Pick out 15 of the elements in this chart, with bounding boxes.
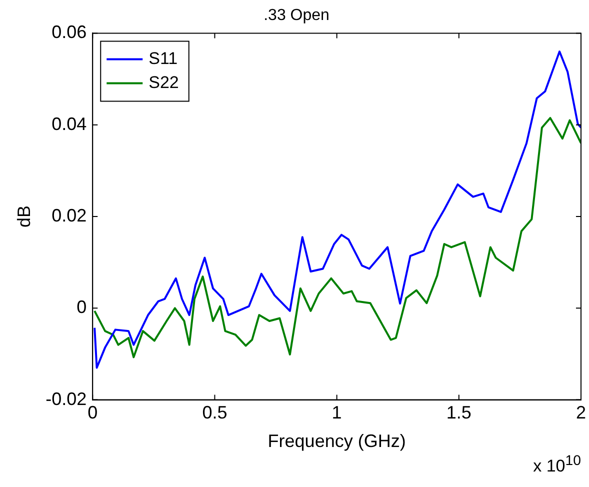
y-tick-label: 0.04 <box>52 114 87 134</box>
chart-title: .33 Open <box>264 7 330 24</box>
x-tick-label: 1.5 <box>446 402 472 423</box>
legend-label: S11 <box>148 48 178 68</box>
y-tick-label: 0.06 <box>52 22 87 42</box>
text: x 10$^{10}$ <box>533 453 581 477</box>
y-tick-label: -0.02 <box>46 388 87 409</box>
x-axis-title: Frequency (GHz) <box>268 431 406 452</box>
x-tick-label: 0.5 <box>202 402 228 423</box>
legend-label: S22 <box>148 72 179 92</box>
y-tick-label: 0.02 <box>52 205 87 226</box>
x-tick-label: 2 <box>576 402 586 423</box>
x-tick-label: 1 <box>332 402 342 423</box>
y-tick-label: 0 <box>76 297 87 318</box>
y-axis-title: dB <box>14 205 34 228</box>
